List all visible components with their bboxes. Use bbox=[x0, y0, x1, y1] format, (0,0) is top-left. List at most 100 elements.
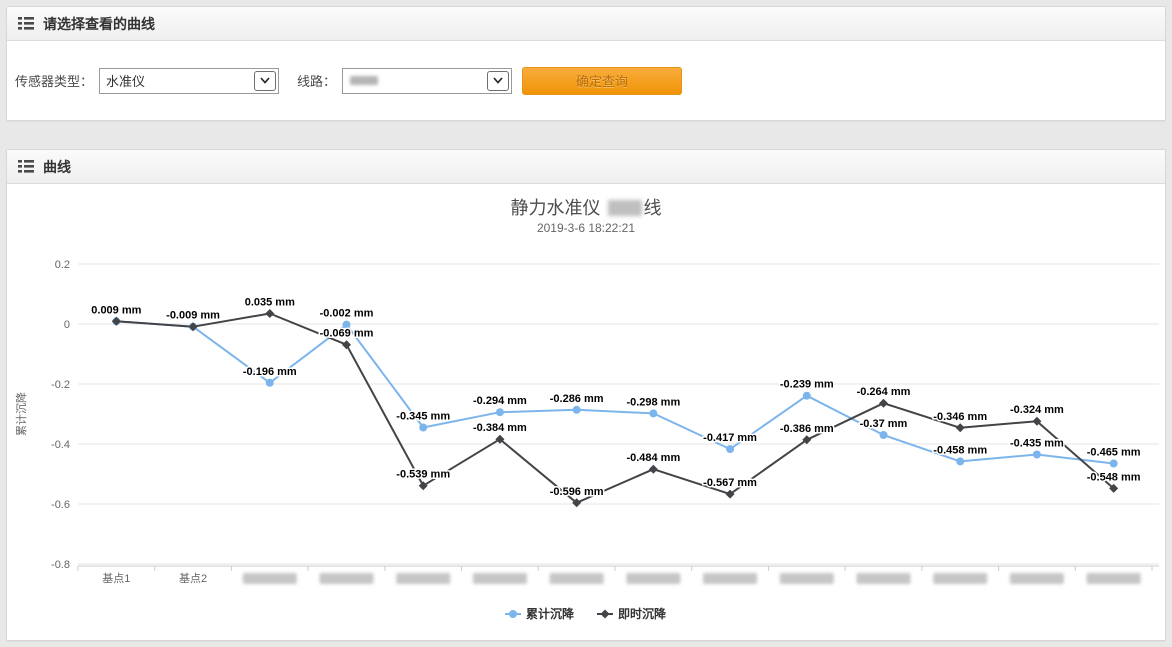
chart-container: 静力水准仪 线 2019-3-6 18:22:21 0.2 0 -0.2 -0.4 -0… bbox=[7, 196, 1165, 642]
data-point[interactable] bbox=[265, 378, 274, 387]
chevron-down-icon bbox=[254, 70, 277, 91]
data-point[interactable] bbox=[1032, 416, 1042, 426]
data-label: -0.009 mm bbox=[166, 310, 220, 322]
legend-label: 累计沉降 bbox=[526, 606, 575, 621]
data-point[interactable] bbox=[342, 340, 351, 350]
legend-item-0[interactable]: 累计沉降 bbox=[505, 606, 575, 621]
x-axis-label-redacted bbox=[396, 573, 451, 584]
x-axis-label: 基点1 bbox=[102, 572, 130, 585]
data-point[interactable] bbox=[1109, 483, 1119, 493]
confirm-query-button[interactable]: 确定查询 bbox=[522, 66, 683, 95]
data-point[interactable] bbox=[265, 309, 275, 318]
line-select[interactable] bbox=[342, 67, 513, 94]
data-point[interactable] bbox=[495, 434, 505, 444]
data-label: -0.484 mm bbox=[626, 452, 680, 464]
data-point[interactable] bbox=[879, 398, 888, 408]
data-label: -0.286 mm bbox=[550, 393, 604, 405]
data-point[interactable] bbox=[802, 435, 812, 445]
x-axis-label-redacted bbox=[319, 573, 374, 584]
query-panel-header: 请选择查看的曲线 bbox=[7, 7, 1165, 41]
y-axis-tick-label: 0 bbox=[64, 319, 70, 331]
data-label: -0.069 mm bbox=[320, 328, 374, 340]
data-point[interactable] bbox=[419, 423, 428, 432]
chart-panel: 曲线 静力水准仪 线 2019-3-6 18:22:21 0.2 0 -0.2 -0.… bbox=[6, 149, 1166, 641]
data-label: -0.37 mm bbox=[860, 418, 908, 430]
data-point[interactable] bbox=[955, 423, 965, 433]
data-label: -0.567 mm bbox=[703, 477, 757, 489]
data-point[interactable] bbox=[1109, 459, 1118, 468]
legend-marker bbox=[509, 610, 517, 618]
data-point[interactable] bbox=[725, 489, 735, 499]
chart-title: 静力水准仪 线 bbox=[7, 196, 1165, 220]
x-axis-label-redacted bbox=[1009, 573, 1064, 584]
legend-item-1[interactable]: 即时沉降 bbox=[597, 606, 667, 621]
data-point[interactable] bbox=[649, 409, 658, 418]
list-icon bbox=[18, 160, 34, 173]
data-point[interactable] bbox=[572, 498, 582, 508]
data-label: -0.264 mm bbox=[857, 386, 911, 398]
data-label: -0.346 mm bbox=[933, 411, 987, 423]
data-point[interactable] bbox=[802, 391, 811, 400]
x-axis-label: 基点2 bbox=[179, 572, 207, 585]
x-axis-label-redacted bbox=[626, 573, 681, 584]
line-label: 线路： bbox=[297, 74, 337, 89]
data-label: -0.465 mm bbox=[1087, 447, 1141, 459]
data-label: -0.417 mm bbox=[703, 432, 757, 444]
data-point[interactable] bbox=[495, 408, 504, 417]
data-label: -0.458 mm bbox=[933, 444, 987, 456]
sensor-type-select[interactable]: 水准仪 bbox=[99, 67, 280, 94]
query-form: 传感器类型： 水准仪 线路： 确定查询 bbox=[7, 41, 1165, 120]
data-point[interactable] bbox=[648, 464, 658, 474]
y-axis-tick-label: 0.2 bbox=[55, 259, 70, 271]
y-axis-tick-label: -0.4 bbox=[51, 439, 70, 451]
data-label: -0.435 mm bbox=[1010, 438, 1064, 450]
data-label: -0.196 mm bbox=[243, 366, 297, 378]
legend-marker bbox=[600, 609, 610, 619]
data-label: -0.239 mm bbox=[780, 379, 834, 391]
data-point[interactable] bbox=[879, 431, 888, 439]
data-point[interactable] bbox=[1032, 450, 1041, 459]
sensor-type-value: 水准仪 bbox=[106, 74, 146, 89]
x-axis-label-redacted bbox=[703, 573, 758, 584]
data-label: -0.596 mm bbox=[550, 486, 604, 498]
data-label: -0.539 mm bbox=[396, 469, 450, 481]
query-panel-title: 请选择查看的曲线 bbox=[43, 15, 155, 32]
y-axis-title: 累计沉降 bbox=[14, 392, 28, 436]
data-label: -0.345 mm bbox=[396, 411, 450, 423]
x-axis-label-redacted bbox=[779, 573, 834, 584]
chevron-down-icon bbox=[487, 70, 510, 91]
chart-panel-header: 曲线 bbox=[7, 150, 1165, 184]
sensor-type-label: 传感器类型： bbox=[15, 74, 94, 89]
data-label: -0.384 mm bbox=[473, 422, 527, 434]
data-point[interactable] bbox=[188, 322, 198, 332]
data-point[interactable] bbox=[418, 481, 428, 491]
data-label: -0.548 mm bbox=[1087, 471, 1141, 483]
redacted-text bbox=[607, 200, 642, 216]
data-label: -0.324 mm bbox=[1010, 404, 1064, 416]
data-label: 0.035 mm bbox=[245, 297, 295, 309]
data-point[interactable] bbox=[572, 405, 581, 414]
data-point[interactable] bbox=[111, 316, 121, 326]
data-label: 0.009 mm bbox=[91, 304, 141, 316]
legend-label: 即时沉降 bbox=[618, 606, 667, 621]
series-line bbox=[116, 320, 1114, 465]
data-point[interactable] bbox=[726, 445, 735, 454]
data-point[interactable] bbox=[342, 320, 351, 329]
data-label: -0.386 mm bbox=[780, 423, 834, 435]
chart-subtitle: 2019-3-6 18:22:21 bbox=[536, 221, 636, 235]
data-label: -0.298 mm bbox=[626, 396, 680, 408]
data-point[interactable] bbox=[956, 457, 965, 466]
y-axis-tick-label: -0.6 bbox=[51, 499, 70, 511]
series-line bbox=[116, 312, 1115, 504]
data-label: -0.002 mm bbox=[320, 308, 374, 320]
x-axis-label-redacted bbox=[1086, 573, 1141, 584]
y-axis-tick-label: -0.8 bbox=[51, 559, 70, 571]
chart-panel-title: 曲线 bbox=[43, 158, 71, 175]
chart-title-suffix: 线 bbox=[643, 198, 662, 218]
data-label: -0.294 mm bbox=[473, 395, 527, 407]
x-axis-label-redacted bbox=[933, 573, 988, 584]
x-axis-label-redacted bbox=[242, 573, 297, 584]
x-axis-label-redacted bbox=[549, 573, 604, 584]
